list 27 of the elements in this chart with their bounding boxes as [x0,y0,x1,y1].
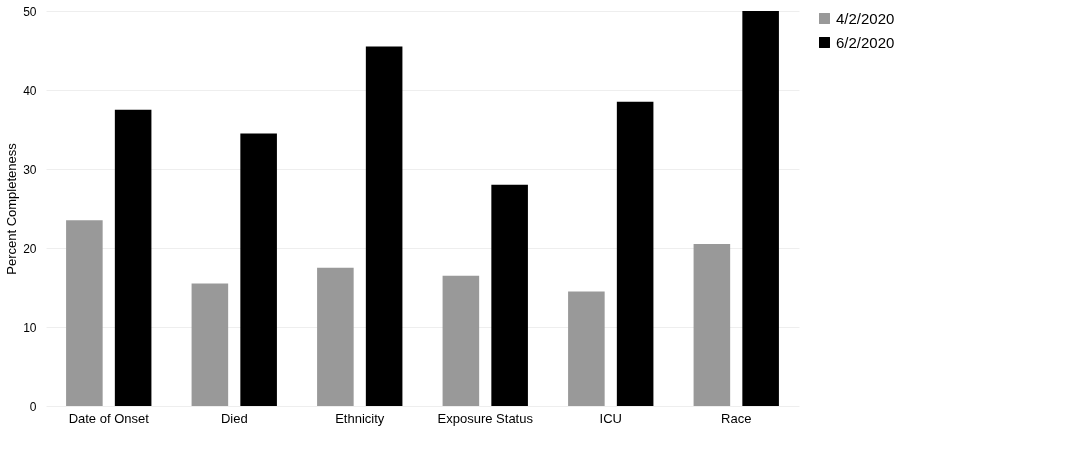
bar [191,283,229,406]
y-tick-label: 50 [23,4,37,19]
y-tick-label: 0 [29,399,37,414]
bar [568,291,605,406]
bar [693,244,731,406]
y-axis-title: Percent Completeness [4,142,20,275]
y-tick-label: 10 [23,320,37,335]
y-tick-label: 20 [23,241,37,256]
y-tick-label: 40 [23,83,37,98]
x-tick-label: Race [721,410,752,426]
bar [365,46,403,406]
legend-label: 6/2/2020 [836,33,895,51]
x-tick-label: Died [220,410,248,426]
x-tick-label: Ethnicity [335,410,385,426]
legend-label: 4/2/2020 [836,9,895,27]
bar [240,133,277,406]
bar [317,267,354,406]
x-tick-label: Exposure Status [437,410,534,426]
x-tick-label: Date of Onset [68,410,150,426]
bar [491,184,528,406]
bar [442,275,480,406]
bar [616,101,654,406]
bar [66,220,103,406]
x-tick-label: ICU [599,410,622,426]
bar [742,11,779,406]
bar [114,109,152,406]
y-tick-label: 30 [23,162,37,177]
